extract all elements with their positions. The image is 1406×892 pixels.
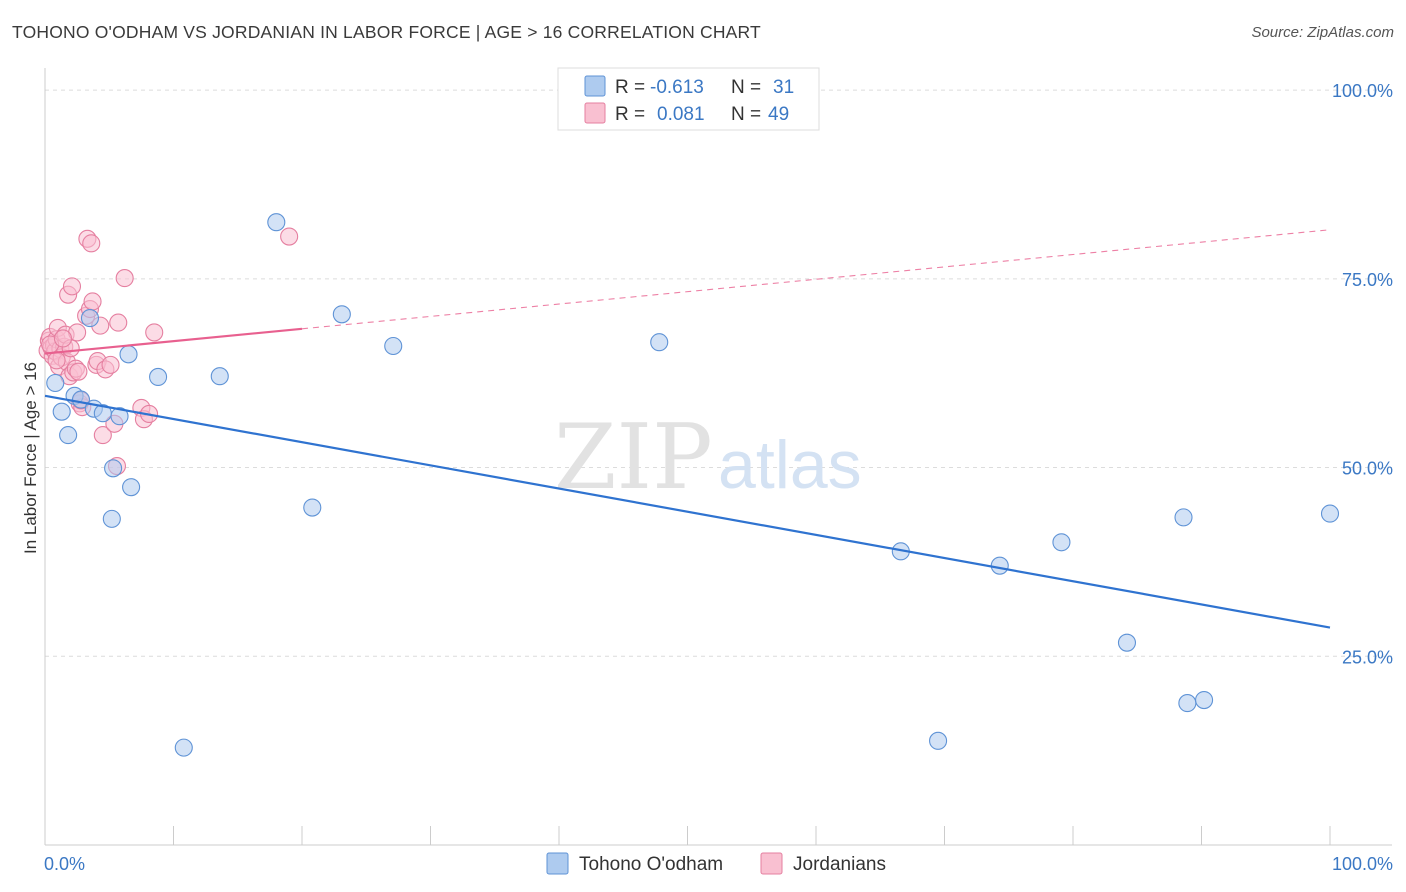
point-jordanians (115, 269, 134, 288)
bottom-legend-label-jordanians: Jordanians (793, 854, 886, 875)
point-jordanians (47, 351, 66, 370)
point-jordanians (69, 362, 88, 381)
legend-swatch-jordanians (584, 102, 606, 124)
legend-r-value-tohono: -0.613 (650, 77, 704, 98)
point-tohono-o-odham (110, 407, 129, 426)
point-tohono-o-odham (1320, 504, 1340, 523)
legend-r-label: R = (615, 77, 645, 98)
bottom-legend-label-tohono: Tohono O'odham (579, 854, 723, 875)
source-credit: Source: ZipAtlas.com (1251, 24, 1394, 41)
bottom-legend-swatch-jordanians (760, 852, 783, 875)
point-tohono-o-odham (210, 367, 229, 386)
point-jordanians (53, 329, 73, 348)
point-tohono-o-odham (1174, 508, 1193, 527)
x-tick-label: 100.0% (1332, 854, 1393, 874)
y-tick-label: 75.0% (1342, 270, 1393, 290)
watermark-atlas: atlas (718, 427, 862, 503)
point-tohono-o-odham (80, 309, 100, 328)
trend-line-jordanians (44, 327, 303, 355)
point-jordanians (62, 277, 82, 296)
bottom-legend: Tohono O'odham Jordanians (546, 852, 886, 875)
point-tohono-o-odham (1178, 694, 1197, 713)
legend-n-label: N = (731, 104, 761, 125)
data-points (38, 213, 1340, 757)
x-tick-label: 0.0% (44, 854, 85, 874)
legend-r-label: R = (615, 104, 645, 125)
point-jordanians (82, 234, 101, 253)
legend-swatch-tohono (584, 75, 606, 97)
legend-r-value-jordanians: 0.081 (657, 104, 705, 125)
legend-n-value-tohono: 31 (773, 77, 794, 98)
legend: R = -0.613 N = 31 R = 0.081 N = 49 (557, 67, 820, 131)
point-tohono-o-odham (303, 498, 322, 517)
point-tohono-o-odham (119, 345, 138, 364)
point-tohono-o-odham (1052, 533, 1071, 552)
point-tohono-o-odham (104, 459, 123, 478)
point-jordanians (101, 355, 120, 374)
point-jordanians (83, 292, 102, 311)
point-tohono-o-odham (267, 213, 286, 232)
watermark-zip: ZIP (554, 405, 713, 510)
legend-n-label: N = (731, 77, 761, 98)
point-tohono-o-odham (384, 336, 403, 356)
point-tohono-o-odham (102, 509, 121, 528)
legend-n-value-jordanians: 49 (768, 104, 789, 125)
y-tick-label: 25.0% (1342, 647, 1393, 667)
y-tick-label: 100.0% (1332, 81, 1393, 101)
point-tohono-o-odham (1117, 633, 1137, 652)
point-jordanians (280, 227, 299, 246)
tick-labels: 25.0% 50.0% 75.0% 100.0% 0.0% 100.0% (44, 81, 1393, 874)
point-tohono-o-odham (650, 333, 669, 352)
point-tohono-o-odham (149, 367, 168, 387)
point-tohono-o-odham (1195, 691, 1214, 710)
y-tick-label: 50.0% (1342, 459, 1393, 479)
chart-title: TOHONO O'ODHAM VS JORDANIAN IN LABOR FOR… (12, 22, 761, 42)
point-tohono-o-odham (174, 738, 193, 757)
point-jordanians (145, 323, 164, 342)
point-tohono-o-odham (59, 426, 78, 445)
trend-line-jordanians-projection (301, 229, 1331, 330)
point-tohono-o-odham (46, 373, 65, 393)
point-jordanians (93, 426, 112, 445)
point-tohono-o-odham (52, 402, 71, 421)
y-axis-label: In Labor Force | Age > 16 (21, 362, 40, 554)
point-tohono-o-odham (990, 556, 1009, 575)
point-tohono-o-odham (332, 305, 351, 324)
point-tohono-o-odham (122, 478, 141, 497)
axes (44, 68, 1392, 846)
trend-line-tohono (44, 394, 1331, 629)
point-tohono-o-odham (929, 731, 948, 750)
gridlines (45, 89, 1392, 657)
bottom-legend-swatch-tohono (546, 852, 569, 875)
trend-lines (44, 229, 1331, 629)
point-jordanians (109, 313, 128, 332)
